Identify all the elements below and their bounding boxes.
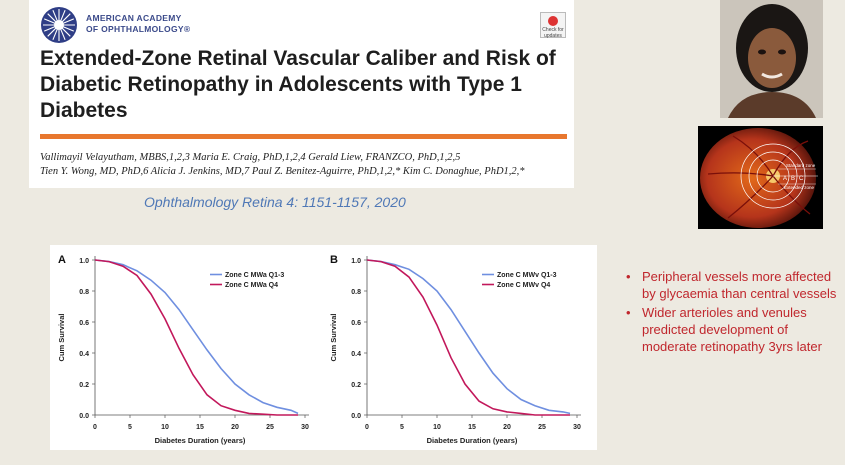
- y-tick-label: 0.0: [351, 413, 361, 420]
- legend-entry: Zone C MWa Q4: [225, 282, 278, 289]
- x-axis-label: Diabetes Duration (years): [427, 436, 518, 445]
- panel-label: B: [330, 254, 338, 266]
- x-tick-label: 30: [301, 424, 309, 431]
- x-tick-label: 0: [93, 424, 97, 431]
- authors-line-2: Tien Y. Wong, MD, PhD,6 Alicia J. Jenkin…: [40, 166, 525, 177]
- series-line-q1-3: [366, 259, 571, 415]
- x-tick-label: 20: [231, 424, 239, 431]
- check-for-updates-icon: Check for updates: [540, 12, 566, 39]
- title-rule: [40, 134, 567, 139]
- x-axis-label: Diabetes Duration (years): [155, 436, 246, 445]
- series-line-q4: [94, 259, 298, 416]
- academy-name-line2: OF OPHTHALMOLOGY®: [86, 24, 191, 34]
- y-tick-label: 0.8: [351, 289, 361, 296]
- x-tick-label: 10: [161, 424, 169, 431]
- y-axis-label: Cum Survival: [329, 314, 338, 362]
- y-tick-label: 0.2: [351, 382, 361, 389]
- y-tick-label: 0.6: [79, 320, 89, 327]
- x-tick-label: 5: [128, 424, 132, 431]
- key-findings-list: Peripheral vessels more affected by glyc…: [622, 268, 837, 357]
- fundus-zone-a: A: [783, 176, 787, 182]
- y-tick-label: 0.6: [351, 320, 361, 327]
- y-axis-label: Cum Survival: [57, 314, 66, 362]
- academy-logo-icon: [41, 7, 77, 43]
- y-tick-label: 0.4: [79, 351, 89, 358]
- check-for-updates-label: Check for updates: [542, 27, 564, 39]
- series-line-q1-3: [94, 259, 299, 415]
- presenter-photo: [720, 0, 823, 118]
- y-tick-label: 1.0: [79, 258, 89, 265]
- panel-label: A: [58, 254, 66, 266]
- fundus-zone-top-label: Standard zone: [786, 163, 816, 168]
- fundus-zone-b: B: [791, 176, 795, 182]
- survival-charts-panel: A 0.0 0.2 0.4 0.6 0.8 1.0 0 5 10 15 20 25 30 Diabetes …: [50, 245, 597, 450]
- fundus-image: Standard zone A B C Extended zone: [698, 126, 823, 229]
- x-tick-label: 20: [503, 424, 511, 431]
- x-tick-label: 25: [266, 424, 274, 431]
- y-tick-label: 0.0: [79, 413, 89, 420]
- fundus-zone-c: C: [799, 176, 804, 182]
- academy-name-line1: AMERICAN ACADEMY: [86, 13, 182, 23]
- series-line-q4: [366, 259, 570, 416]
- y-tick-label: 0.4: [351, 351, 361, 358]
- x-tick-label: 30: [573, 424, 581, 431]
- x-tick-label: 25: [538, 424, 546, 431]
- x-tick-label: 15: [196, 424, 204, 431]
- y-tick-label: 0.8: [79, 289, 89, 296]
- x-tick-label: 10: [433, 424, 441, 431]
- finding-bullet-1: Peripheral vessels more affected by glyc…: [622, 268, 837, 302]
- x-tick-label: 0: [365, 424, 369, 431]
- y-tick-label: 1.0: [351, 258, 361, 265]
- paper-header: [29, 0, 574, 188]
- y-tick-label: 0.2: [79, 382, 89, 389]
- legend-entry: Zone C MWv Q4: [497, 282, 550, 289]
- x-tick-label: 15: [468, 424, 476, 431]
- finding-bullet-2: Wider arterioles and venules predicted d…: [622, 304, 837, 355]
- paper-title: Extended-Zone Retinal Vascular Caliber a…: [40, 47, 556, 122]
- citation: Ophthalmology Retina 4: 1151-1157, 2020: [144, 194, 406, 210]
- authors-line-1: Vallimayil Velayutham, MBBS,1,2,3 Maria …: [40, 152, 461, 163]
- legend-entry: Zone C MWa Q1-3: [225, 272, 284, 279]
- fundus-zone-bottom-label: Extended zone: [784, 185, 815, 190]
- survival-charts: A 0.0 0.2 0.4 0.6 0.8 1.0 0 5 10 15 20 25 30 Diabetes …: [57, 254, 581, 445]
- x-tick-label: 5: [400, 424, 404, 431]
- legend-entry: Zone C MWv Q1-3: [497, 272, 557, 279]
